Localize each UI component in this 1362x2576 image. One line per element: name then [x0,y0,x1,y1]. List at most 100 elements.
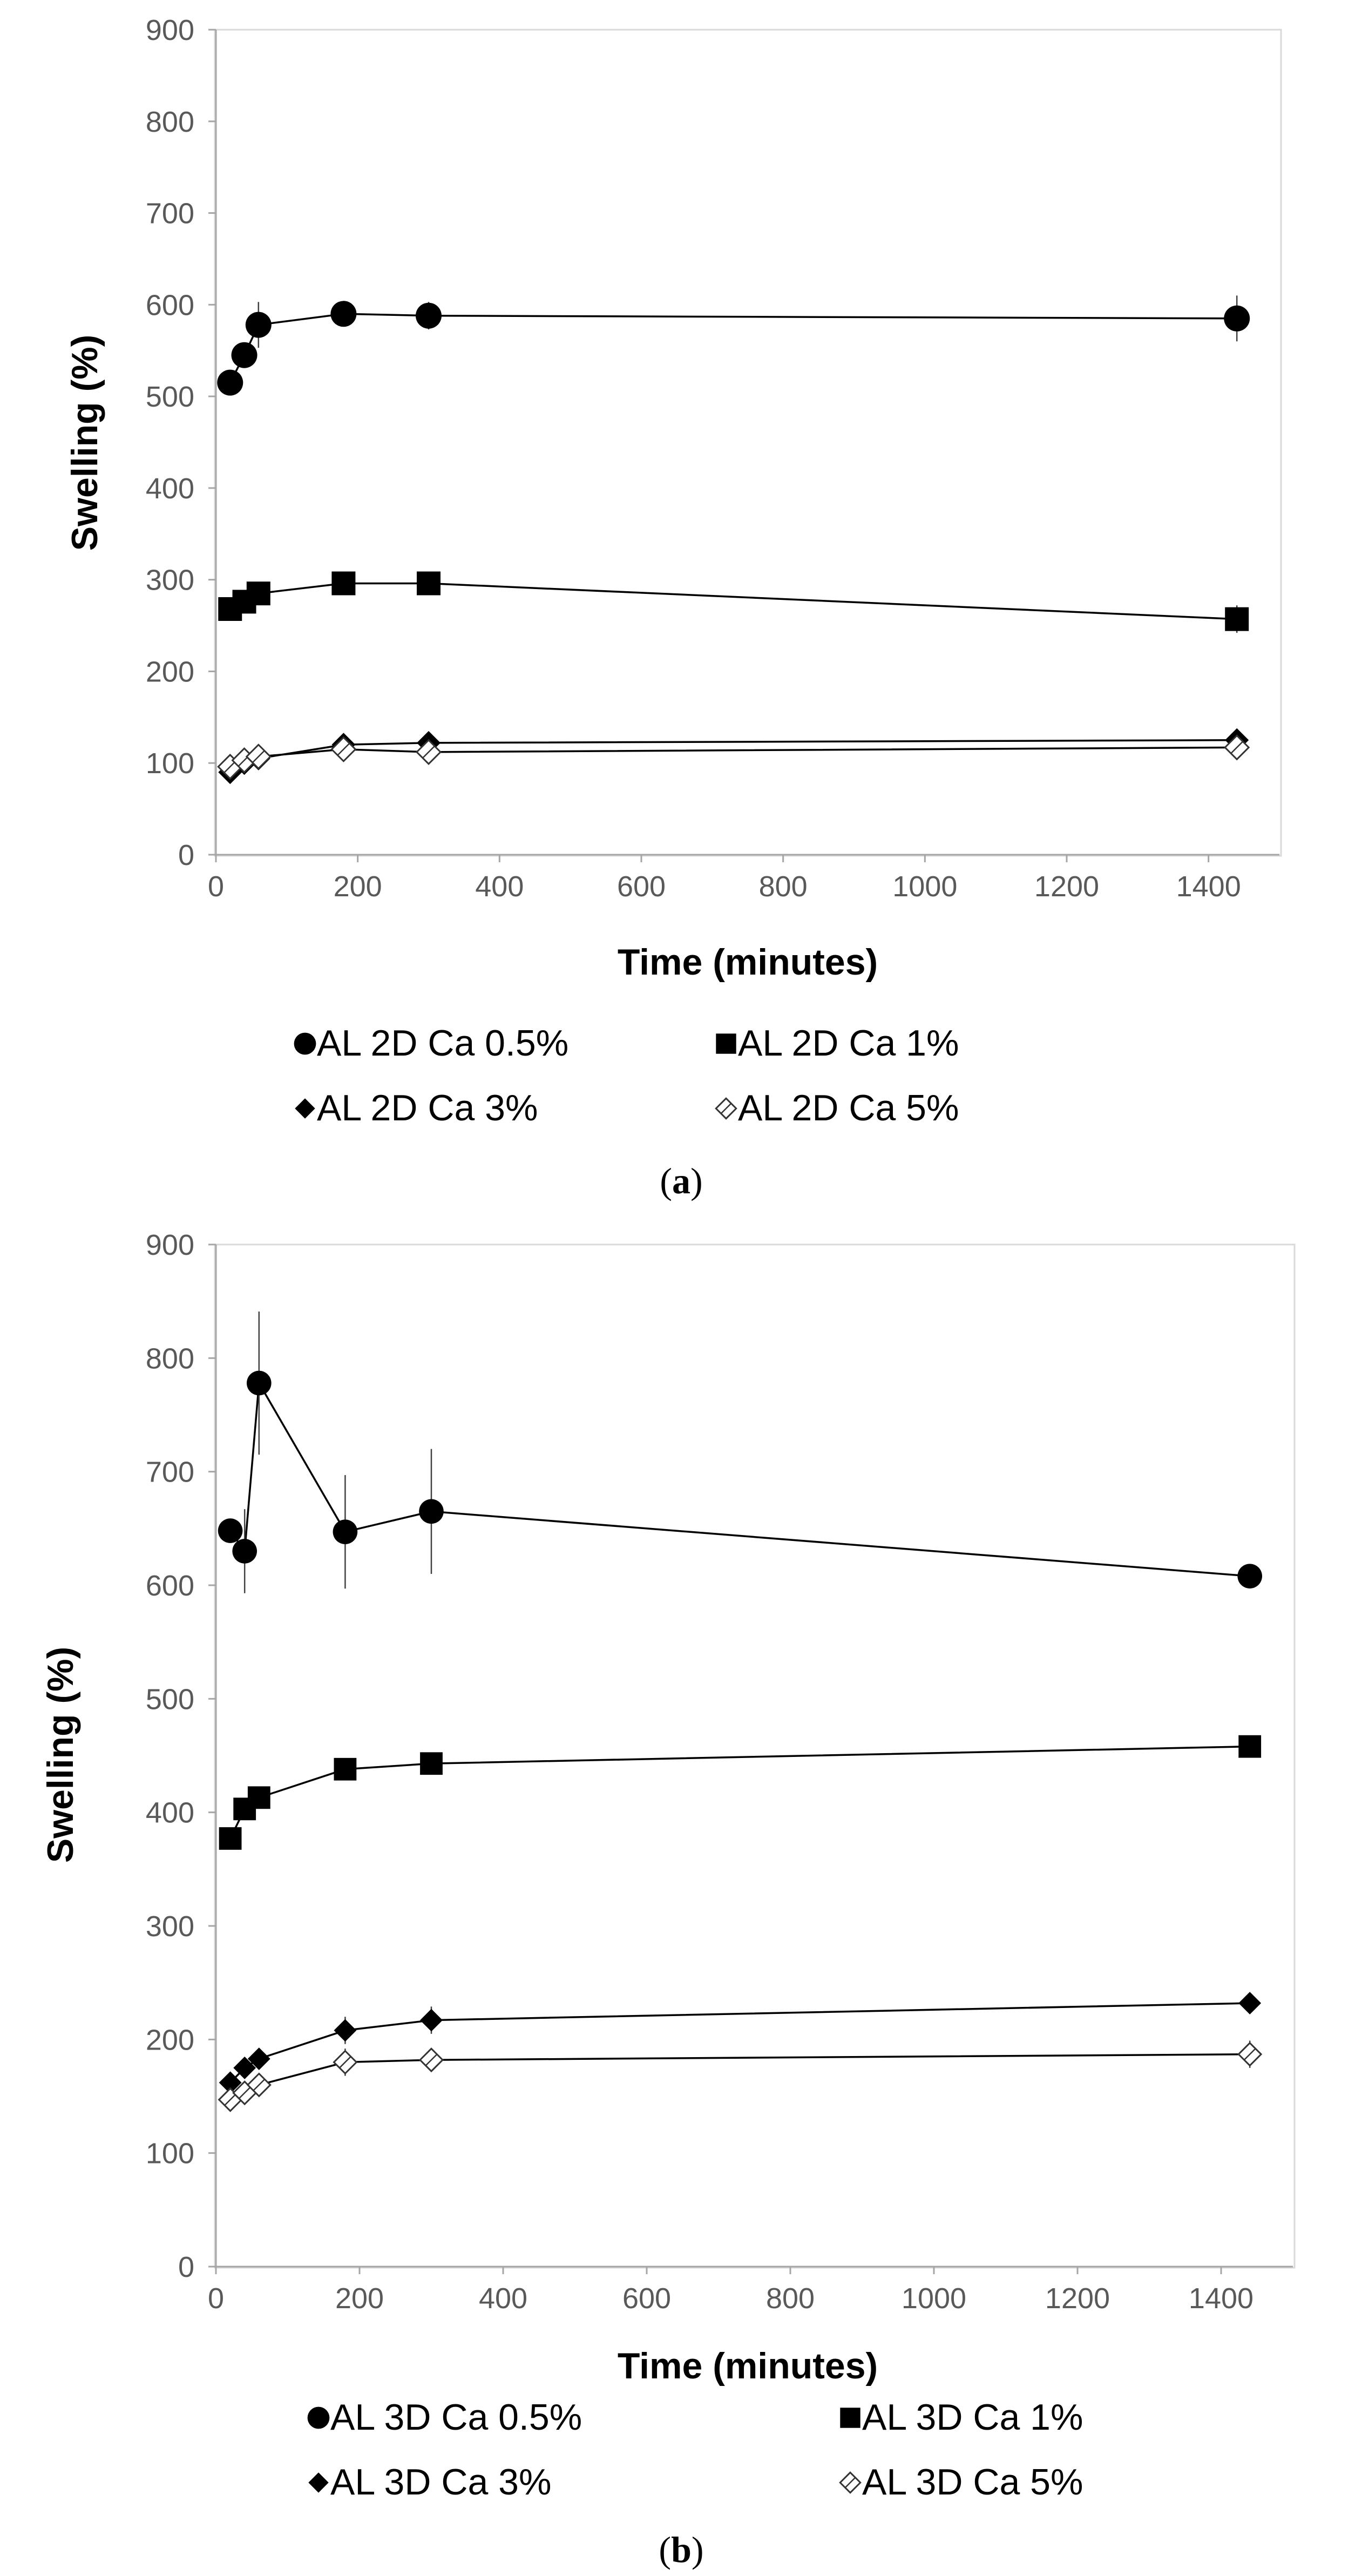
data-point-b-4-stroke [253,2079,266,2091]
data-point-b-4-stroke [238,2086,251,2099]
data-point-b-3 [233,2057,256,2079]
x-tick-label-b: 1400 [1189,2282,1253,2315]
x-tick-label-a: 1000 [892,870,957,903]
data-point-b-3 [420,2009,443,2032]
data-point-b-4-stroke [425,2053,438,2066]
y-tick-label-a: 700 [146,198,194,230]
y-tick-label-b: 100 [146,2138,194,2170]
legend-marker-b-3 [308,2472,329,2493]
data-point-a-1 [231,342,258,368]
series-b-3 [219,1992,1262,2094]
legend-item-b-2: AL 3D Ca 1% [840,2397,1083,2438]
legend-label-a-3: AL 2D Ca 3% [317,1087,538,1128]
legend-a: AL 2D Ca 0.5% AL 2D Ca 1% AL 2D Ca 3% AL 2D… [294,1023,959,1128]
x-tick-label-a: 200 [334,870,382,903]
legend-item-a-2: AL 2D Ca 1% [716,1023,959,1064]
series-group-b [218,1311,1263,2112]
legend-label-b-1: AL 3D Ca 0.5% [330,2397,582,2438]
legend-label-b-4: AL 3D Ca 5% [862,2462,1083,2503]
legend-marker-a-3 [295,1098,315,1119]
legend-item-a-1: AL 2D Ca 0.5% [294,1023,568,1064]
data-point-a-4-stroke [422,745,435,759]
data-point-b-2 [334,1757,357,1781]
y-tick-label-b: 300 [146,1910,194,1943]
tick-labels-a: 0 100 200 300 400 500 600 700 800 900 0 200 400 600 80… [146,14,1241,903]
chart-panel-b: 0 100 200 300 400 500 600 700 800 900 0 200 400 600 80… [40,1229,1296,2570]
series-b-1 [218,1311,1262,1593]
data-point-a-4-stroke [252,750,265,763]
y-axis-title-a: Swelling (%) [64,335,105,551]
data-point-b-3 [219,2071,242,2094]
data-point-b-2 [219,1827,242,1850]
y-tick-label-a: 900 [146,14,194,46]
data-point-a-2 [1225,607,1249,631]
x-tick-label-a: 0 [208,870,224,903]
data-point-b-3 [247,2047,270,2070]
y-tick-label-b: 800 [146,1342,194,1375]
legend-item-a-3: AL 2D Ca 3% [295,1087,538,1128]
series-a-4 [217,734,1250,780]
data-point-b-4-stroke [224,2093,236,2106]
legend-b: AL 3D Ca 0.5% AL 3D Ca 1% AL 3D Ca 3% AL 3D… [307,2397,1083,2503]
data-point-b-1 [218,1518,243,1543]
legend-item-a-4: AL 2D Ca 5% [715,1087,959,1128]
plot-area-a [214,29,1282,857]
y-tick-label-b: 600 [146,1570,194,1602]
data-point-a-1 [416,302,442,329]
x-tick-label-b: 0 [208,2282,224,2315]
y-axis-title-b: Swelling (%) [40,1647,81,1863]
panel-label-b-letter: b [671,2529,692,2570]
x-axis-title-a: Time (minutes) [618,942,878,983]
data-point-a-2 [246,582,270,606]
data-point-b-1 [333,1519,358,1544]
data-point-b-1 [232,1539,258,1564]
series-b-4 [218,2040,1263,2112]
data-point-b-1 [247,1370,272,1396]
y-tick-label-a: 0 [178,839,194,871]
x-axis-title-b: Time (minutes) [618,2345,878,2386]
legend-marker-b-1 [307,2406,330,2429]
legend-marker-a-1 [294,1032,316,1055]
data-point-a-2 [417,571,441,596]
y-tick-label-b: 900 [146,1229,194,1261]
series-b-2 [219,1735,1262,1850]
data-point-a-1 [330,301,357,327]
axes-a [208,29,1279,862]
y-tick-label-a: 500 [146,381,194,413]
y-tick-label-b: 0 [178,2251,194,2283]
data-point-b-3 [1238,1992,1262,2014]
data-point-b-2 [247,1786,270,1809]
y-tick-label-b: 400 [146,1797,194,1829]
y-tick-label-a: 200 [146,655,194,688]
x-tick-label-b: 200 [335,2282,384,2315]
chart-panel-a: 0 100 200 300 400 500 600 700 800 900 0 200 400 600 80… [64,14,1282,1201]
data-point-b-2 [1238,1735,1262,1758]
y-tick-label-a: 600 [146,289,194,321]
tick-labels-b: 0 100 200 300 400 500 600 700 800 900 0 200 400 600 80… [146,1229,1253,2315]
x-tick-label-b: 1200 [1045,2282,1110,2315]
data-point-b-4-stroke [1243,2048,1256,2061]
panel-label-a-letter: a [672,1160,690,1201]
x-tick-label-a: 1200 [1034,870,1099,903]
panel-label-b: (b) [659,2529,703,2570]
x-tick-label-a: 1400 [1176,870,1241,903]
axes-b [208,1243,1293,2274]
legend-item-b-4: AL 3D Ca 5% [839,2462,1083,2503]
x-tick-label-a: 600 [617,870,666,903]
legend-label-b-3: AL 3D Ca 3% [330,2462,551,2503]
y-tick-label-a: 100 [146,747,194,780]
legend-label-a-4: AL 2D Ca 5% [738,1087,959,1128]
legend-marker-a-2 [716,1033,736,1054]
data-point-b-1 [419,1499,444,1524]
y-tick-label-a: 800 [146,106,194,138]
data-point-a-4-stroke [337,742,350,756]
data-point-a-1 [217,369,243,396]
x-tick-label-a: 800 [759,870,808,903]
x-tick-label-b: 600 [622,2282,671,2315]
legend-marker-b-4-stroke [844,2477,856,2489]
data-point-a-1 [1224,305,1250,332]
series-a-1 [217,295,1250,396]
data-point-b-1 [1237,1564,1262,1588]
legend-item-b-1: AL 3D Ca 0.5% [307,2397,582,2438]
